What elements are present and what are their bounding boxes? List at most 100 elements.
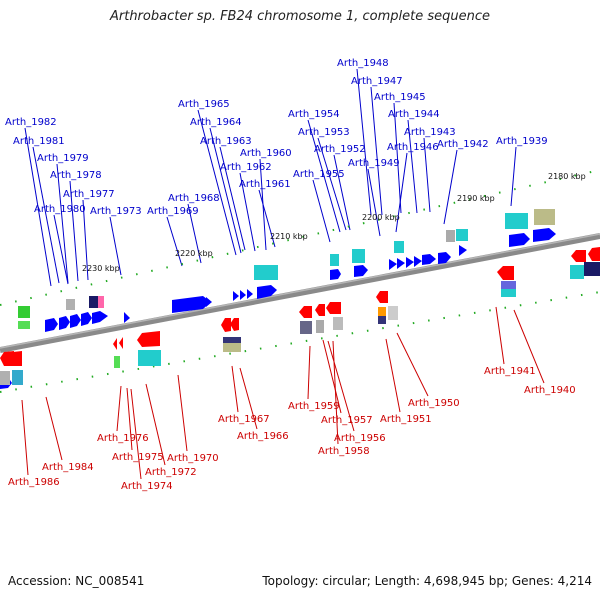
gene-label-arth-1941[interactable]: Arth_1941: [484, 366, 536, 377]
feature-box[interactable]: [584, 262, 600, 276]
feature-box[interactable]: [18, 321, 30, 329]
feature-box[interactable]: [378, 316, 386, 324]
gene-label-arth-1944[interactable]: Arth_1944: [388, 109, 440, 120]
gene-arrow[interactable]: [45, 318, 58, 332]
gene-label-arth-1943[interactable]: Arth_1943: [404, 127, 456, 138]
gene-arrow[interactable]: [438, 252, 451, 264]
feature-box[interactable]: [333, 317, 343, 330]
feature-box[interactable]: [394, 241, 404, 253]
gene-label-arth-1942[interactable]: Arth_1942: [437, 139, 489, 150]
feature-box[interactable]: [330, 254, 339, 266]
gene-label-arth-1939[interactable]: Arth_1939: [496, 136, 548, 147]
feature-box[interactable]: [89, 296, 100, 308]
gene-label-arth-1968[interactable]: Arth_1968: [168, 193, 220, 204]
gene-label-arth-1979[interactable]: Arth_1979: [37, 153, 89, 164]
gene-label-arth-1959[interactable]: Arth_1959: [288, 401, 340, 412]
feature-box[interactable]: [316, 320, 324, 333]
gene-label-arth-1956[interactable]: Arth_1956: [334, 433, 386, 444]
gene-label-arth-1955[interactable]: Arth_1955: [293, 169, 345, 180]
gene-label-arth-1951[interactable]: Arth_1951: [380, 414, 432, 425]
gene-label-arth-1981[interactable]: Arth_1981: [13, 136, 65, 147]
gene-arrow[interactable]: [406, 257, 414, 268]
gene-label-arth-1980[interactable]: Arth_1980: [34, 204, 86, 215]
gene-label-arth-1972[interactable]: Arth_1972: [145, 467, 197, 478]
gene-arrow[interactable]: [70, 314, 81, 328]
feature-box[interactable]: [570, 265, 584, 279]
gene-arrow[interactable]: [414, 256, 422, 267]
gene-label-arth-1949[interactable]: Arth_1949: [348, 158, 400, 169]
gene-label-arth-1969[interactable]: Arth_1969: [147, 206, 199, 217]
gene-arrow[interactable]: [422, 254, 436, 265]
gene-arrow[interactable]: [315, 304, 325, 316]
feature-box[interactable]: [446, 230, 455, 242]
gene-label-arth-1986[interactable]: Arth_1986: [8, 477, 60, 488]
gene-label-arth-1948[interactable]: Arth_1948: [337, 58, 389, 69]
gene-arrow[interactable]: [247, 289, 253, 299]
feature-box[interactable]: [534, 209, 555, 225]
feature-box[interactable]: [66, 299, 75, 310]
feature-box[interactable]: [501, 289, 516, 297]
gene-label-arth-1946[interactable]: Arth_1946: [387, 142, 439, 153]
gene-label-arth-1940[interactable]: Arth_1940: [524, 385, 576, 396]
gene-label-arth-1945[interactable]: Arth_1945: [374, 92, 426, 103]
gene-arrow[interactable]: [124, 312, 130, 323]
gene-arrow[interactable]: [376, 291, 388, 303]
gene-label-arth-1960[interactable]: Arth_1960: [240, 148, 292, 159]
gene-arrow[interactable]: [509, 233, 530, 247]
gene-arrow[interactable]: [533, 228, 556, 242]
gene-label-arth-1952[interactable]: Arth_1952: [314, 144, 366, 155]
feature-box[interactable]: [223, 337, 241, 343]
gene-arrow[interactable]: [221, 318, 231, 332]
gene-arrow[interactable]: [10, 351, 22, 366]
feature-box[interactable]: [254, 265, 278, 280]
gene-label-arth-1963[interactable]: Arth_1963: [200, 136, 252, 147]
feature-box[interactable]: [456, 229, 468, 241]
gene-arrow[interactable]: [172, 296, 211, 313]
gene-label-arth-1965[interactable]: Arth_1965: [178, 99, 230, 110]
feature-box[interactable]: [12, 370, 23, 385]
feature-box[interactable]: [501, 281, 516, 289]
gene-arrow[interactable]: [230, 318, 239, 331]
gene-label-arth-1976[interactable]: Arth_1976: [97, 433, 149, 444]
gene-arrow[interactable]: [354, 265, 368, 277]
gene-arrow[interactable]: [299, 306, 312, 318]
feature-box[interactable]: [138, 350, 161, 366]
gene-arrow[interactable]: [81, 312, 92, 326]
gene-label-arth-1982[interactable]: Arth_1982: [5, 117, 57, 128]
feature-box[interactable]: [352, 249, 365, 263]
gene-arrow[interactable]: [459, 245, 467, 256]
gene-label-arth-1970[interactable]: Arth_1970: [167, 453, 219, 464]
gene-arrow[interactable]: [330, 269, 341, 280]
gene-arrow[interactable]: [588, 247, 600, 261]
gene-label-arth-1984[interactable]: Arth_1984: [42, 462, 94, 473]
gene-arrow[interactable]: [257, 285, 277, 299]
gene-arrow[interactable]: [326, 302, 341, 314]
gene-arrow[interactable]: [0, 351, 14, 366]
gene-label-arth-1947[interactable]: Arth_1947: [351, 76, 403, 87]
gene-label-arth-1958[interactable]: Arth_1958: [318, 446, 370, 457]
gene-arrow[interactable]: [389, 259, 397, 270]
feature-box[interactable]: [0, 371, 10, 385]
gene-arrow[interactable]: [497, 266, 514, 280]
feature-box[interactable]: [378, 307, 386, 317]
gene-label-arth-1957[interactable]: Arth_1957: [321, 415, 373, 426]
gene-label-arth-1974[interactable]: Arth_1974: [121, 481, 173, 492]
feature-box[interactable]: [505, 213, 528, 229]
gene-label-arth-1954[interactable]: Arth_1954: [288, 109, 340, 120]
gene-arrow[interactable]: [206, 297, 212, 307]
gene-arrow[interactable]: [113, 338, 117, 350]
feature-box[interactable]: [18, 306, 30, 318]
gene-label-arth-1962[interactable]: Arth_1962: [220, 162, 272, 173]
gene-arrow[interactable]: [59, 316, 70, 330]
gene-label-arth-1977[interactable]: Arth_1977: [63, 189, 115, 200]
gene-label-arth-1966[interactable]: Arth_1966: [237, 431, 289, 442]
gene-arrow[interactable]: [240, 290, 246, 300]
feature-box[interactable]: [300, 321, 312, 334]
gene-arrow[interactable]: [233, 291, 239, 301]
gene-arrow[interactable]: [397, 258, 405, 269]
gene-label-arth-1964[interactable]: Arth_1964: [190, 117, 242, 128]
gene-arrow[interactable]: [92, 311, 108, 324]
gene-arrow[interactable]: [137, 331, 160, 347]
gene-label-arth-1953[interactable]: Arth_1953: [298, 127, 350, 138]
gene-arrow[interactable]: [571, 250, 586, 262]
